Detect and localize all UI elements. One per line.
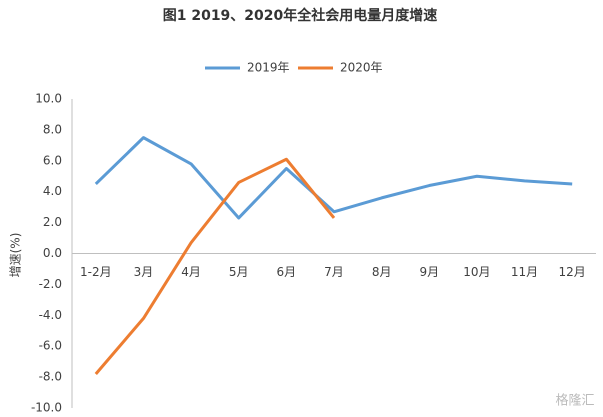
y-axis-label: 增速(%) bbox=[9, 233, 23, 278]
x-tick-label: 1-2月 bbox=[80, 265, 112, 279]
x-tick-label: 11月 bbox=[511, 265, 538, 279]
legend-label: 2019年 bbox=[247, 61, 290, 75]
x-tick-label: 3月 bbox=[134, 265, 154, 279]
x-tick-label: 10月 bbox=[463, 265, 490, 279]
series-line bbox=[94, 136, 573, 220]
y-tick-label: 4.0 bbox=[43, 184, 62, 198]
y-tick-label: 2.0 bbox=[43, 215, 62, 229]
legend-label: 2020年 bbox=[340, 61, 383, 75]
x-tick-label: 9月 bbox=[419, 265, 439, 279]
x-tick-label: 8月 bbox=[372, 265, 392, 279]
y-tick-label: -10.0 bbox=[31, 401, 62, 415]
chart-title: 图1 2019、2020年全社会用电量月度增速 bbox=[163, 7, 438, 24]
x-tick-label: 7月 bbox=[324, 265, 344, 279]
y-tick-label: -6.0 bbox=[39, 339, 62, 353]
y-tick-label: -8.0 bbox=[39, 370, 62, 384]
y-tick-label: 0.0 bbox=[43, 246, 62, 260]
x-tick-label: 12月 bbox=[559, 265, 586, 279]
y-tick-label: 8.0 bbox=[43, 122, 62, 136]
y-tick-label: 10.0 bbox=[35, 92, 62, 106]
watermark: 格隆汇 bbox=[555, 393, 594, 409]
x-tick-label: 4月 bbox=[181, 265, 201, 279]
y-tick-label: -4.0 bbox=[39, 308, 62, 322]
y-tick-label: -2.0 bbox=[39, 277, 62, 291]
x-tick-label: 5月 bbox=[229, 265, 249, 279]
x-tick-label: 6月 bbox=[277, 265, 297, 279]
series-line bbox=[94, 157, 336, 375]
y-tick-label: 6.0 bbox=[43, 153, 62, 167]
